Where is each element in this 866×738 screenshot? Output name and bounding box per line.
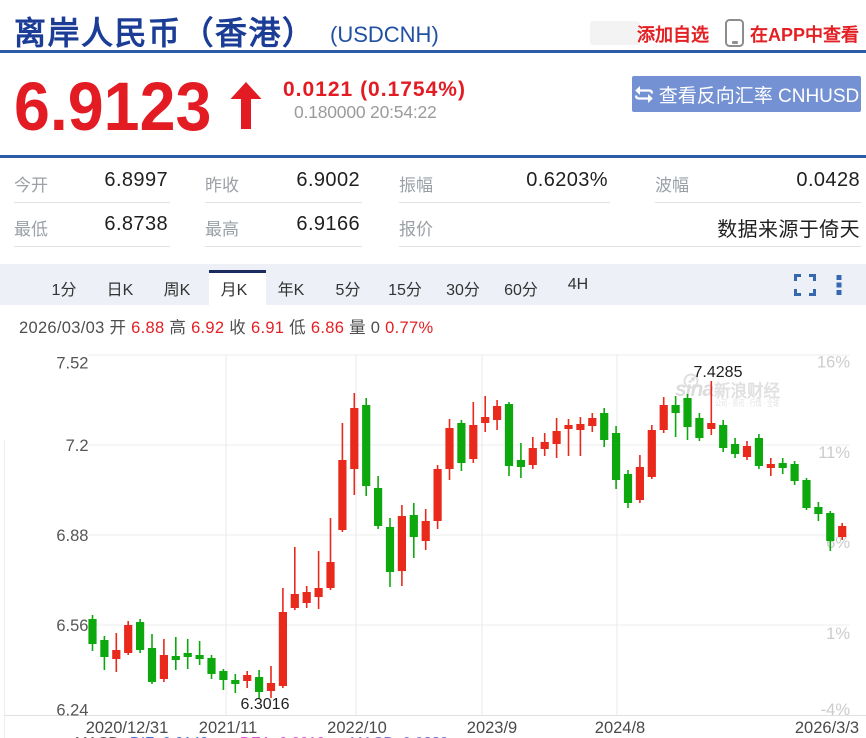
svg-text:公司 · 资讯 · 行情 · 全球: 公司 · 资讯 · 行情 · 全球 [715,398,779,408]
svg-text:sina: sina [675,378,714,401]
svg-text:DEA: 0.0019: DEA: 0.0019 [240,734,325,738]
svg-text:MACD: 0.0239: MACD: 0.0239 [350,734,448,738]
svg-text:6.3016: 6.3016 [241,696,290,713]
svg-text:16%: 16% [817,354,850,372]
svg-text:7.4285: 7.4285 [694,364,743,381]
svg-text:2020/12/31: 2020/12/31 [86,719,169,737]
svg-text:2024/8: 2024/8 [595,719,645,737]
svg-text:DIF: 0.0140: DIF: 0.0140 [130,734,208,738]
svg-text:2021/11: 2021/11 [199,719,257,737]
svg-text:2026/3/3: 2026/3/3 [795,719,859,737]
svg-text:6.56: 6.56 [56,617,88,635]
svg-text:2022/10: 2022/10 [327,719,387,737]
svg-text:2023/9: 2023/9 [467,719,517,737]
svg-text:1%: 1% [826,625,850,643]
svg-text:6.88: 6.88 [56,527,88,545]
svg-text:6.24: 6.24 [56,702,88,720]
svg-text:新浪财经: 新浪财经 [714,381,780,401]
svg-text:11%: 11% [818,444,850,462]
svg-text:MACD: MACD [75,734,119,738]
svg-text:7.52: 7.52 [56,355,88,373]
svg-text:7.2: 7.2 [66,437,89,455]
svg-text:-4%: -4% [821,701,851,719]
